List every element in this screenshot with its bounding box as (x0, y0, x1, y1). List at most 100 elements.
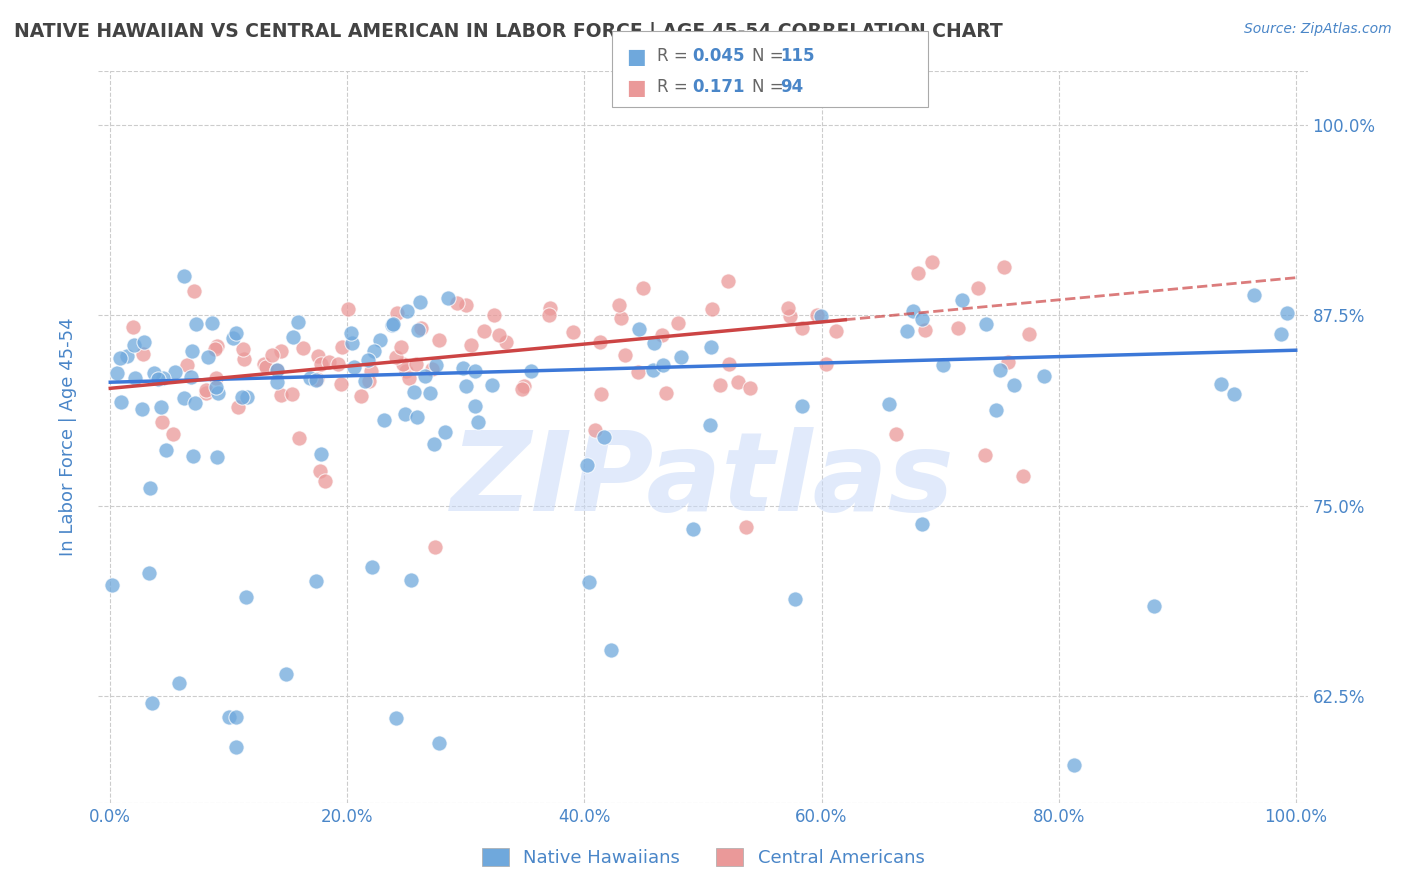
Point (395, 303, 418, 318)
Point (287, 315, 309, 329)
Point (305, 574, 328, 588)
Point (425, 358, 447, 372)
Point (682, 522, 704, 536)
Point (1002, 377, 1025, 392)
Point (815, 357, 838, 371)
Point (253, 357, 276, 371)
Point (950, 293, 973, 308)
Point (361, 560, 384, 574)
Point (307, 349, 329, 363)
Point (456, 379, 478, 393)
Point (651, 358, 673, 372)
Point (921, 254, 943, 268)
Point (627, 322, 650, 336)
Point (408, 323, 430, 337)
Point (643, 363, 665, 377)
Point (402, 384, 425, 399)
Point (197, 350, 219, 364)
Point (309, 447, 332, 461)
Point (454, 298, 477, 312)
Text: ■: ■ (626, 78, 645, 97)
Point (266, 362, 288, 376)
Point (614, 348, 637, 362)
Point (700, 340, 723, 354)
Point (134, 334, 156, 349)
Point (1275, 306, 1298, 320)
Point (974, 448, 997, 462)
Point (627, 365, 650, 379)
Point (810, 309, 832, 323)
Point (974, 318, 997, 332)
Point (779, 309, 801, 323)
Point (785, 592, 807, 607)
Point (1018, 326, 1040, 341)
Point (575, 458, 598, 472)
Point (222, 331, 245, 345)
Point (790, 399, 813, 413)
Point (180, 370, 202, 384)
Point (482, 308, 505, 322)
Point (610, 311, 633, 326)
Point (423, 541, 446, 555)
Point (233, 351, 256, 366)
Point (988, 363, 1011, 377)
Point (105, 366, 128, 380)
Text: ZIPatlas: ZIPatlas (451, 427, 955, 534)
Point (481, 378, 503, 392)
Point (363, 343, 385, 358)
Point (204, 371, 226, 385)
Point (538, 301, 561, 315)
Point (152, 370, 174, 384)
Point (350, 389, 373, 403)
Point (173, 391, 195, 405)
Point (225, 326, 247, 340)
Point (472, 324, 495, 338)
Point (141, 696, 163, 710)
Point (180, 344, 202, 359)
Point (589, 335, 612, 350)
Point (184, 396, 207, 410)
Point (537, 308, 560, 322)
Point (270, 343, 292, 358)
Point (578, 574, 600, 589)
Point (155, 442, 177, 457)
Point (115, 349, 138, 363)
Point (561, 325, 583, 339)
Point (651, 327, 673, 342)
Text: N =: N = (752, 47, 789, 65)
Point (420, 362, 443, 376)
Point (1270, 326, 1292, 341)
Text: ■: ■ (626, 47, 645, 67)
Point (825, 324, 848, 338)
Point (464, 399, 486, 413)
Point (204, 380, 226, 394)
Point (709, 377, 731, 392)
Point (231, 342, 253, 356)
Point (183, 284, 205, 298)
Point (433, 425, 456, 439)
Point (717, 274, 740, 288)
Point (488, 328, 510, 343)
Point (427, 333, 450, 347)
Point (305, 372, 328, 386)
Point (236, 391, 259, 405)
Point (699, 418, 721, 433)
Point (464, 364, 486, 378)
Point (225, 739, 247, 754)
Point (395, 363, 418, 377)
Point (385, 306, 408, 320)
Point (405, 357, 427, 371)
Point (419, 386, 441, 401)
Point (520, 364, 543, 378)
Text: Source: ZipAtlas.com: Source: ZipAtlas.com (1244, 22, 1392, 37)
Point (122, 338, 145, 352)
Point (124, 371, 146, 385)
Point (330, 340, 353, 354)
Point (914, 323, 936, 337)
Point (446, 296, 468, 310)
Text: NATIVE HAWAIIAN VS CENTRAL AMERICAN IN LABOR FORCE | AGE 45-54 CORRELATION CHART: NATIVE HAWAIIAN VS CENTRAL AMERICAN IN L… (14, 22, 1002, 42)
Point (201, 316, 224, 330)
Point (336, 301, 359, 316)
Point (451, 360, 474, 375)
Point (162, 427, 184, 442)
